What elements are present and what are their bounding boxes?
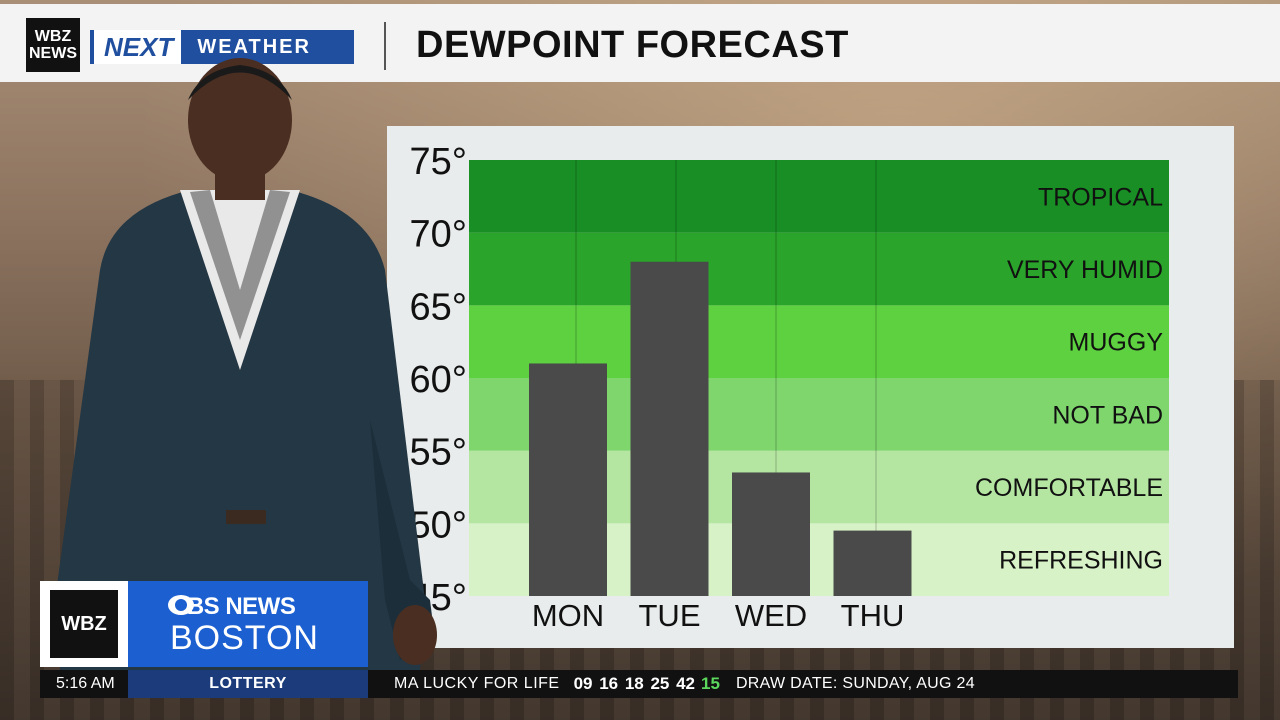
chart-panel: REFRESHING COMFORTABLE NOT BAD MUGGY VERY HU… xyxy=(387,126,1234,648)
news-ticker: 5:16 AM LOTTERY MA LUCKY FOR LIFE 09 16 … xyxy=(40,670,1238,698)
x-tick-label: MON xyxy=(532,598,604,633)
x-tick-label: WED xyxy=(735,598,807,633)
band-label: NOT BAD xyxy=(1052,401,1163,429)
header-bar: WBZ NEWS NEXT WEATHER DEWPOINT FORECAST xyxy=(0,4,1280,82)
bar-mon xyxy=(529,363,607,596)
weather-wordmark: WEATHER xyxy=(197,35,311,58)
presenter-figure xyxy=(55,58,437,670)
next-wordmark: NEXT xyxy=(94,30,182,64)
band-label: MUGGY xyxy=(1069,329,1164,357)
network-name: CBS NEWS xyxy=(170,593,296,620)
y-tick-label: 65° xyxy=(410,286,467,328)
bar-tue xyxy=(630,261,709,596)
page-title: DEWPOINT FORECAST xyxy=(416,24,849,66)
cbs-eye-icon xyxy=(168,595,194,615)
band-label: TROPICAL xyxy=(1038,183,1163,211)
x-tick-label: THU xyxy=(841,598,905,633)
band-tropical xyxy=(469,160,1169,233)
wbz-bug-text: WBZ xyxy=(50,590,118,658)
dewpoint-chart: REFRESHING COMFORTABLE NOT BAD MUGGY VERY HU… xyxy=(410,141,1169,633)
logo-line-1: WBZ xyxy=(34,28,72,45)
band-label: REFRESHING xyxy=(999,547,1163,575)
ticker-bonus-number: 15 xyxy=(701,674,720,693)
wbz-news-logo: WBZ NEWS xyxy=(26,18,80,72)
ticker-game: MA LUCKY FOR LIFE xyxy=(394,675,560,692)
ticker-label: LOTTERY xyxy=(128,670,368,698)
band-label: VERY HUMID xyxy=(1007,256,1163,284)
y-tick-label: 75° xyxy=(410,141,467,183)
y-tick-label: 60° xyxy=(410,359,467,401)
logo-line-2: NEWS xyxy=(29,45,77,62)
y-tick-label: 50° xyxy=(410,504,467,546)
x-tick-label: TUE xyxy=(639,598,701,633)
title-divider xyxy=(384,22,386,70)
city-name: BOSTON xyxy=(170,619,319,657)
next-weather-logo: NEXT WEATHER xyxy=(90,30,354,64)
cbs-news-boston-bug: CBS NEWS BOSTON xyxy=(128,581,368,667)
band-very-humid xyxy=(469,232,1169,306)
band-label: COMFORTABLE xyxy=(975,474,1163,502)
ticker-draw-date: DRAW DATE: SUNDAY, AUG 24 xyxy=(735,675,975,692)
ticker-time: 5:16 AM xyxy=(56,675,115,692)
y-tick-label: 55° xyxy=(410,432,467,474)
y-tick-label: 70° xyxy=(410,214,467,256)
bar-thu xyxy=(833,530,912,596)
wbz-bug: WBZ xyxy=(40,581,128,667)
ticker-numbers: 09 16 18 25 42 xyxy=(573,674,696,693)
bar-wed xyxy=(732,472,810,596)
